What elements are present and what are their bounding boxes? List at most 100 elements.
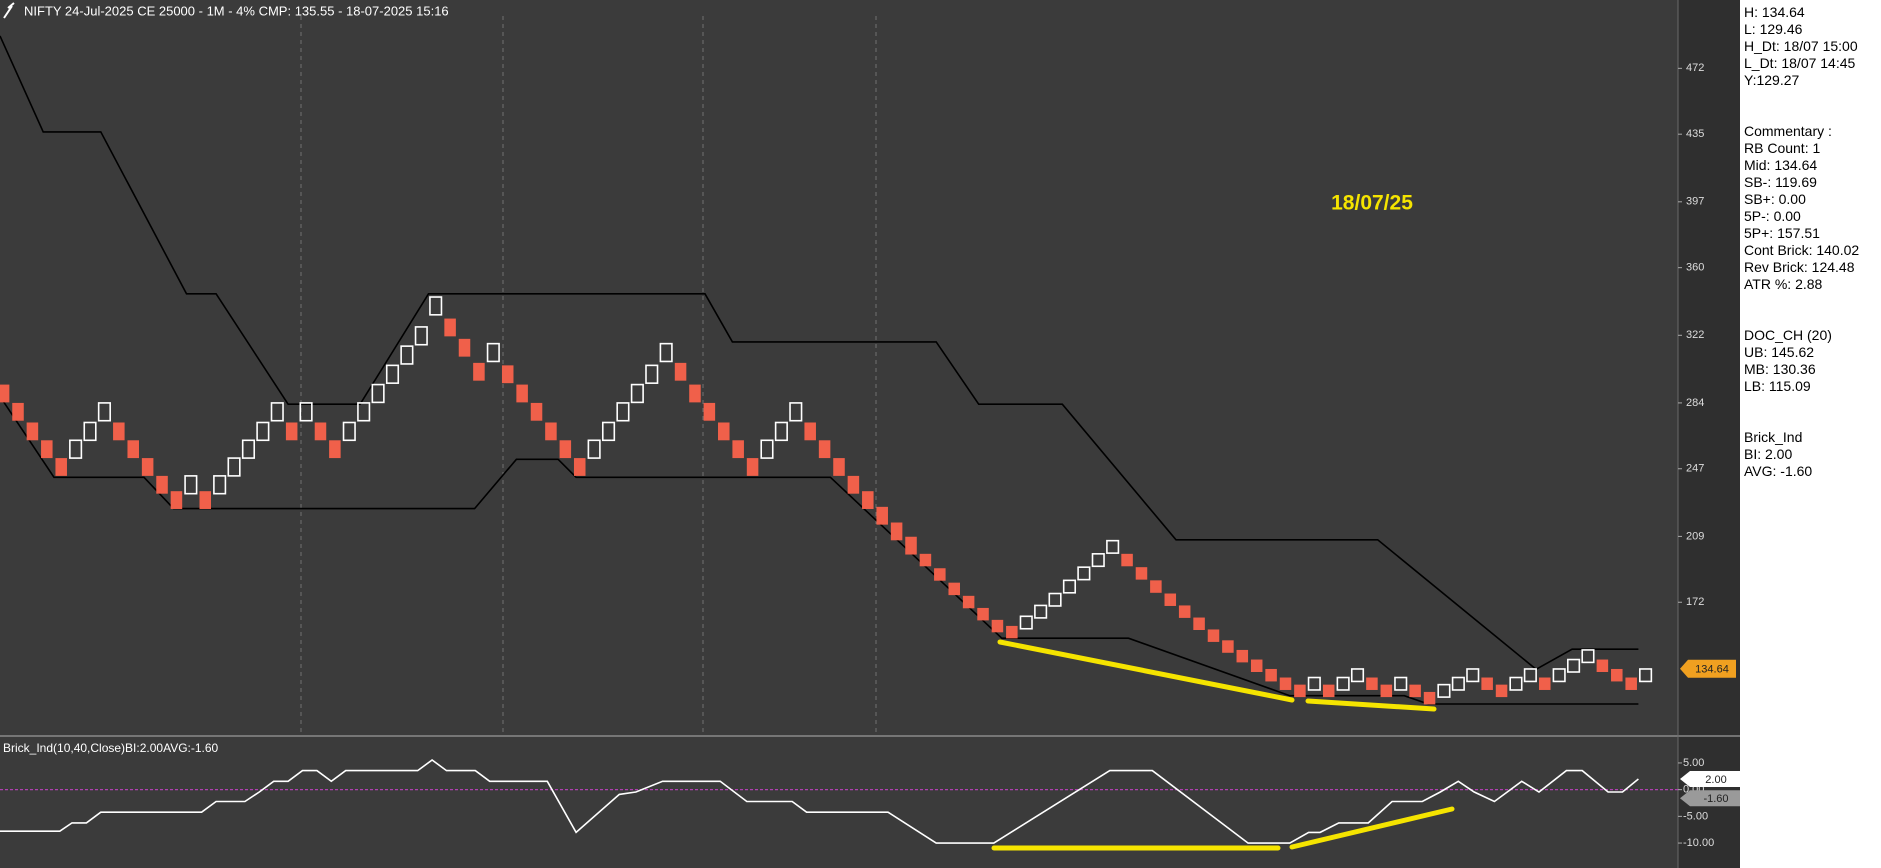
up-brick (414, 326, 428, 346)
up-brick (97, 402, 111, 422)
info-block: Commentary : RB Count: 1 Mid: 134.64 SB-: 1… (1744, 123, 1881, 293)
down-brick (573, 458, 586, 476)
y-tick-label: 397 (1686, 196, 1704, 208)
info-line: DOC_CH (20) (1744, 327, 1832, 343)
up-brick (1077, 566, 1091, 581)
trendline (997, 639, 1295, 703)
up-brick (1048, 592, 1062, 607)
up-brick (69, 439, 83, 459)
up-brick (1336, 676, 1350, 691)
up-brick (1567, 658, 1581, 673)
up-brick (1394, 676, 1408, 691)
down-brick (516, 384, 528, 403)
up-brick (270, 402, 284, 422)
trendlines (991, 639, 1455, 851)
value-marker-label: 2.00 (1705, 774, 1726, 786)
info-line: Brick_Ind (1744, 429, 1803, 445)
down-brick (833, 458, 845, 476)
down-brick (732, 440, 744, 459)
down-brick (1596, 659, 1609, 672)
chart: 4724353973603222842472091725.000.00-5.00… (0, 0, 1740, 868)
info-block: Brick_Ind BI: 2.00 AVG: -1.60 (1744, 429, 1881, 480)
pencil-icon (3, 2, 15, 19)
down-brick (1164, 593, 1177, 606)
info-line: Y:129.27 (1744, 72, 1800, 88)
up-brick (1091, 553, 1105, 568)
down-brick (818, 440, 831, 459)
info-line: ATR %: 2.88 (1744, 276, 1823, 292)
channel-line (2, 401, 1639, 705)
up-brick (760, 439, 774, 459)
indicator-title: Brick_Ind(10,40,Close)BI:2.00AVG:-1.60 (3, 741, 219, 755)
down-brick (1236, 649, 1249, 663)
down-brick (1006, 625, 1018, 639)
up-brick (371, 383, 385, 404)
down-brick (674, 362, 687, 381)
last-price-tag (1680, 659, 1736, 678)
down-brick (1366, 677, 1378, 690)
up-brick (630, 383, 644, 404)
channel-line (0, 35, 1639, 671)
down-brick (141, 458, 154, 476)
down-brick (1193, 617, 1205, 630)
up-brick (429, 296, 443, 316)
up-brick (83, 421, 97, 442)
up-brick (256, 421, 270, 442)
down-brick (991, 619, 1004, 633)
up-brick (1350, 668, 1365, 683)
indicator-line (0, 759, 1639, 844)
down-brick (1495, 684, 1508, 698)
info-line: L: 129.46 (1744, 21, 1803, 37)
down-brick (934, 568, 946, 581)
up-brick (1639, 668, 1653, 683)
y-tick-label: -5.00 (1683, 810, 1708, 822)
down-brick (1250, 659, 1263, 672)
down-brick (545, 422, 557, 441)
info-line: RB Count: 1 (1744, 140, 1821, 156)
plot-background (0, 0, 1678, 868)
down-brick (1135, 567, 1148, 580)
y-tick-label: 472 (1686, 62, 1704, 74)
chart-header: NIFTY 24-Jul-2025 CE 25000 - 1M - 4% CMP… (24, 3, 449, 18)
down-brick (905, 536, 917, 555)
info-line: SB+: 0.00 (1744, 191, 1806, 207)
value-marker (1680, 790, 1740, 807)
info-line: 5P+: 157.51 (1744, 225, 1820, 241)
up-brick (299, 402, 313, 422)
info-panel: H: 134.64 L: 129.46 H_Dt: 18/07 15:00 L_Dt:… (1740, 0, 1881, 868)
up-brick (774, 421, 788, 442)
up-brick (227, 457, 241, 477)
info-line: UB: 145.62 (1744, 344, 1815, 360)
y-tick-label: 360 (1686, 262, 1704, 274)
down-brick (55, 458, 67, 476)
down-brick (329, 440, 341, 459)
info-line: Cont Brick: 140.02 (1744, 242, 1860, 258)
down-brick (862, 491, 874, 509)
down-brick (1322, 684, 1335, 698)
info-line: LB: 115.09 (1744, 378, 1811, 394)
up-brick (587, 439, 601, 459)
up-brick (1437, 683, 1451, 698)
down-brick (12, 402, 24, 421)
down-brick (804, 422, 816, 441)
up-brick (486, 342, 500, 363)
up-brick (1019, 615, 1033, 630)
down-brick (559, 440, 572, 459)
down-brick (718, 422, 730, 441)
down-brick (919, 553, 932, 567)
last-price-label: 134.64 (1695, 664, 1729, 676)
info-line: MB: 130.36 (1744, 361, 1816, 377)
trendline (1305, 698, 1437, 712)
down-brick (1279, 677, 1292, 690)
down-brick (501, 365, 514, 384)
info-line: SB-: 119.69 (1744, 174, 1817, 190)
down-brick (703, 402, 716, 421)
y-tick-label: 435 (1686, 128, 1704, 140)
down-brick (113, 422, 125, 441)
down-brick (1481, 677, 1493, 690)
up-brick (1552, 668, 1566, 683)
info-line: Mid: 134.64 (1744, 157, 1818, 173)
marks: 4724353973603222842472091725.000.00-5.00… (0, 35, 1714, 849)
y-tick-label: 172 (1686, 596, 1704, 608)
